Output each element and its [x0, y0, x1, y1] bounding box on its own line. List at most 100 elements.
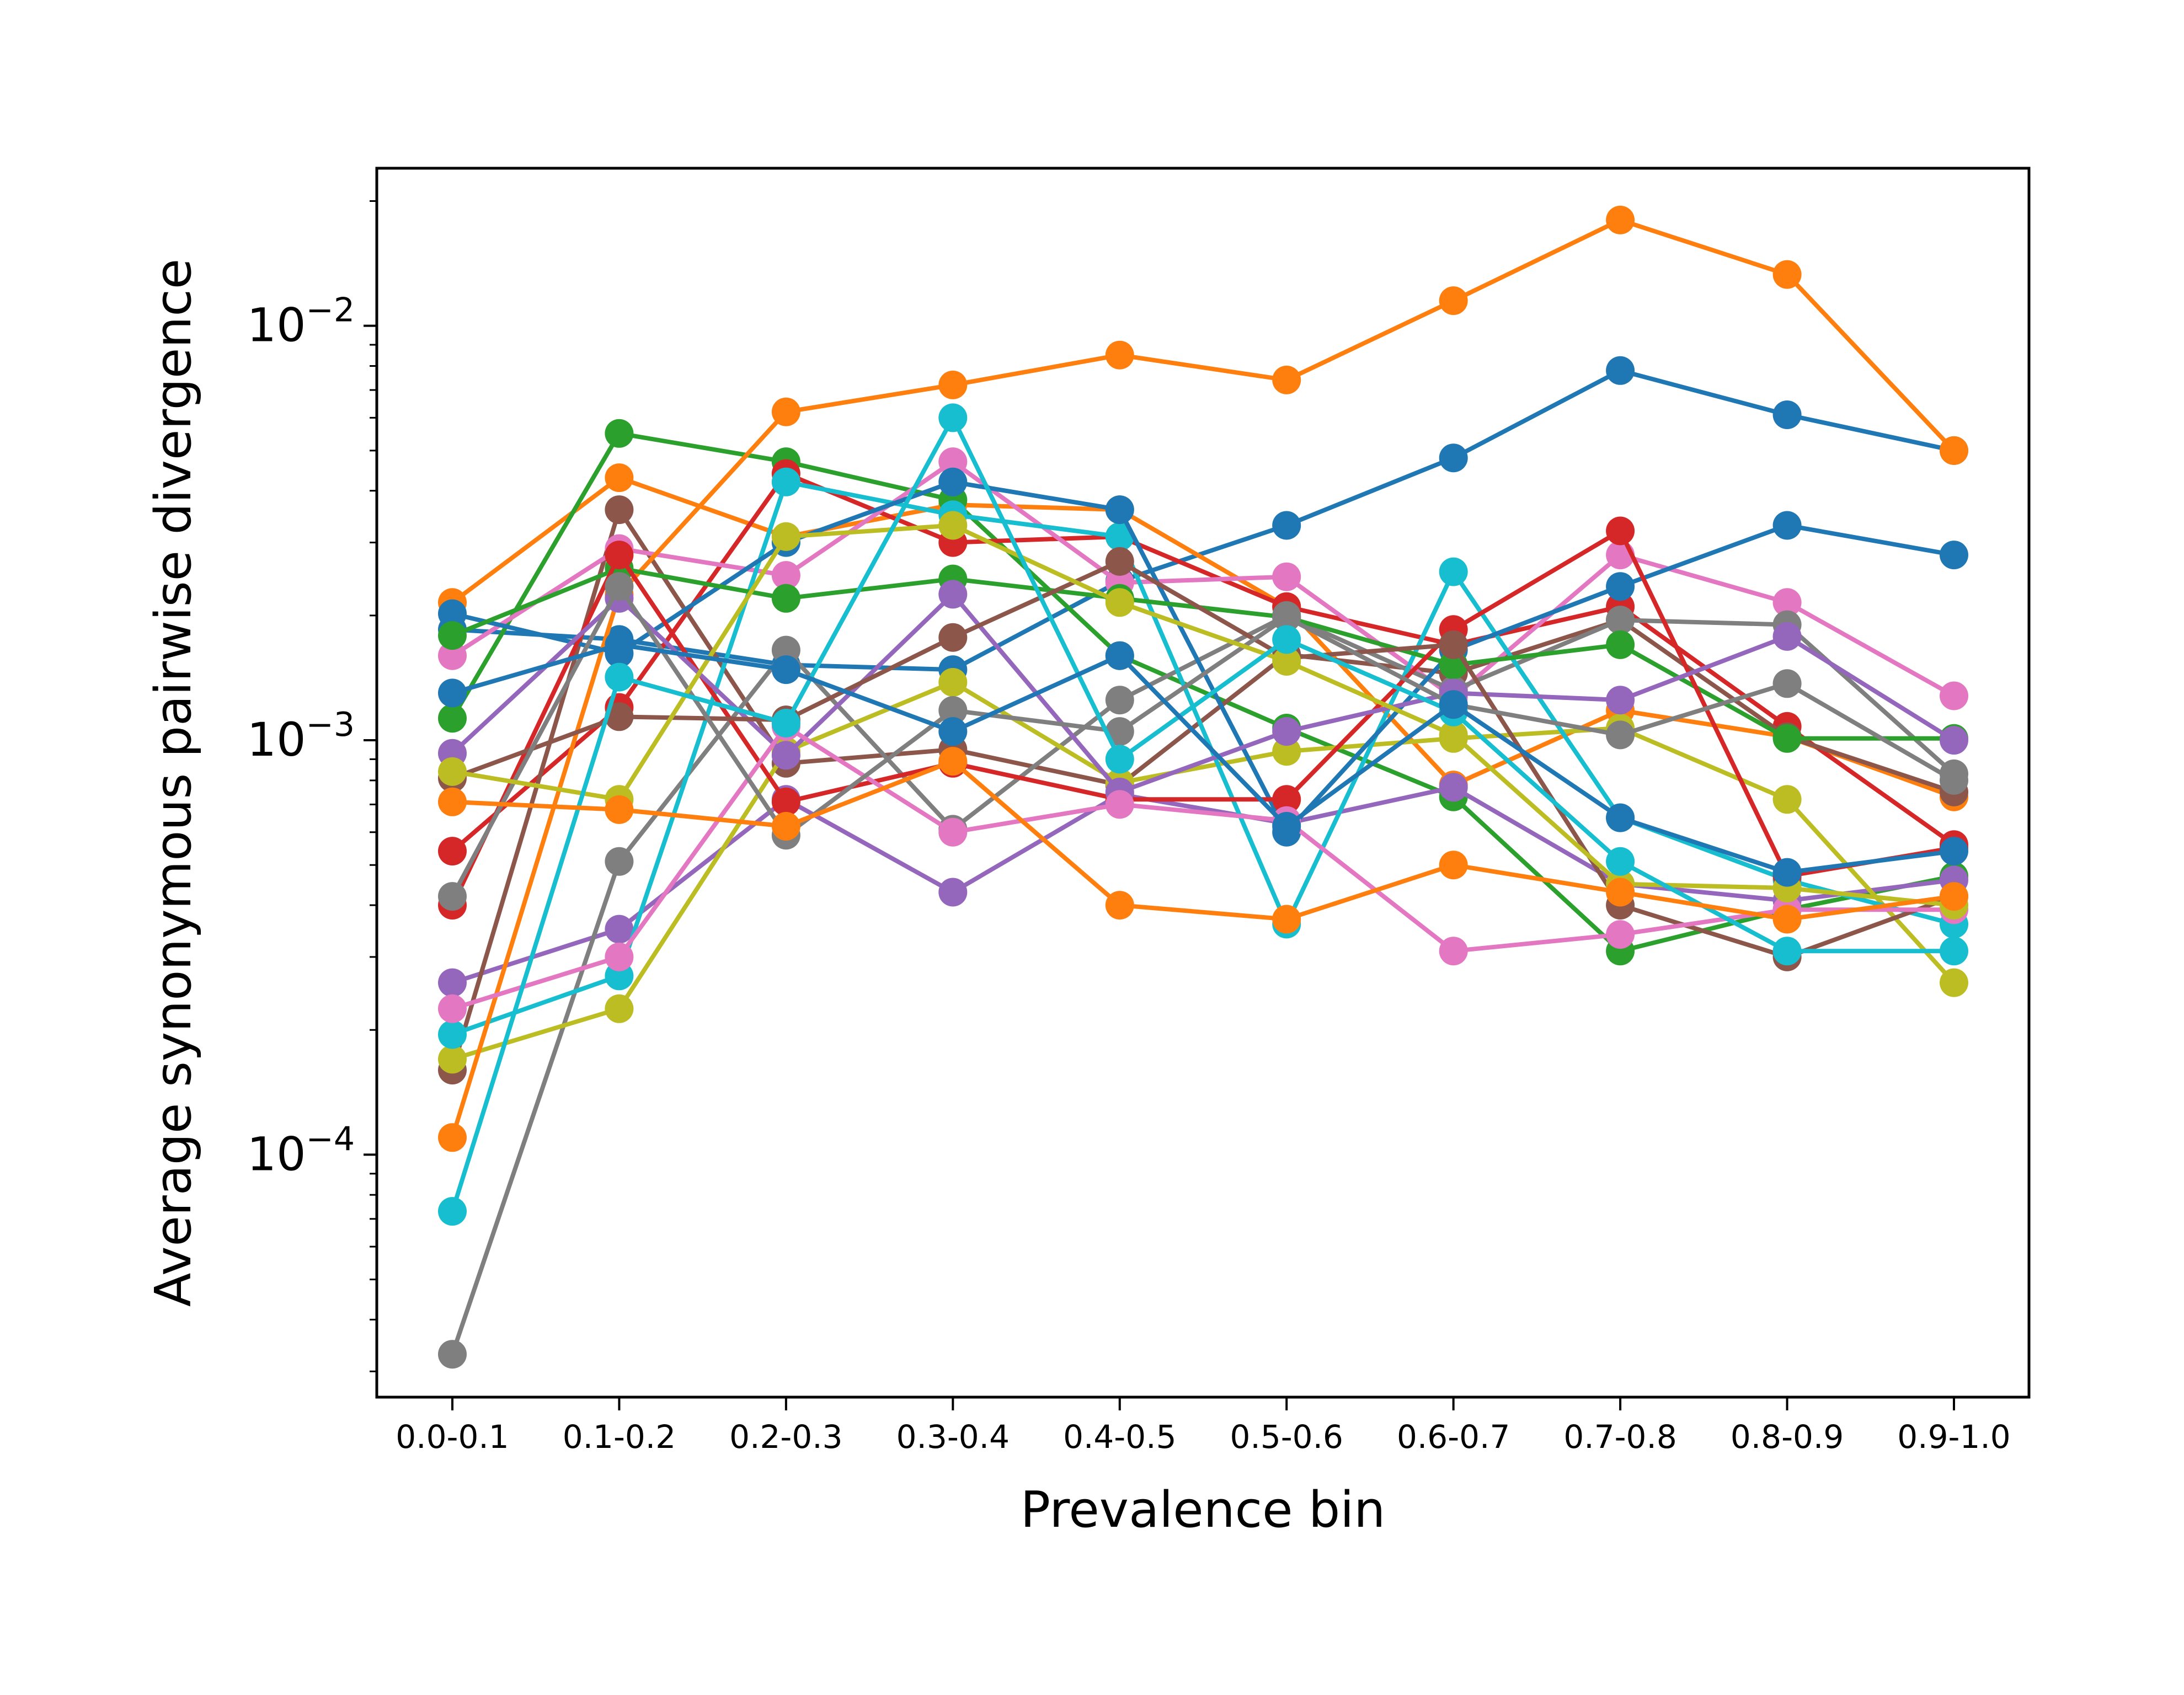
- data-point: [1940, 726, 1968, 755]
- data-point: [605, 463, 634, 493]
- y-tick-label: 10−4: [247, 1120, 355, 1181]
- data-point: [938, 580, 968, 609]
- data-point: [605, 994, 634, 1023]
- series-line: [451, 479, 1955, 1037]
- data-point: [1105, 891, 1134, 920]
- data-point: [1272, 717, 1301, 746]
- data-point: [1439, 690, 1468, 719]
- data-point: [1105, 522, 1134, 551]
- data-point: [438, 968, 467, 997]
- series-line: [451, 642, 1955, 875]
- data-point: [438, 599, 467, 628]
- x-tick-label: 0.7-0.8: [1563, 1418, 1676, 1456]
- series-line: [451, 459, 1955, 700]
- data-point: [605, 541, 634, 570]
- series-line: [451, 592, 1956, 794]
- y-tick-label: 10−3: [247, 705, 355, 767]
- data-point: [1606, 847, 1635, 876]
- data-point: [1606, 803, 1635, 832]
- data-point: [438, 994, 467, 1023]
- data-point: [1105, 495, 1134, 525]
- data-point: [1105, 790, 1134, 819]
- data-point: [1772, 905, 1802, 934]
- data-point: [605, 572, 634, 601]
- series-12: [438, 205, 1968, 1152]
- data-point: [938, 370, 968, 399]
- data-point: [771, 584, 800, 613]
- data-point: [1439, 720, 1468, 750]
- x-tick-label: 0.2-0.3: [729, 1418, 842, 1456]
- data-point: [605, 662, 634, 692]
- data-point: [1105, 686, 1134, 715]
- data-point: [438, 1045, 467, 1074]
- data-point: [1439, 773, 1468, 802]
- data-point: [1439, 937, 1468, 966]
- y-tick-exponent: −2: [306, 291, 355, 330]
- series-22: [438, 630, 1968, 887]
- data-point: [1772, 260, 1802, 289]
- data-point: [938, 623, 968, 652]
- series-line: [452, 523, 1955, 908]
- data-point: [938, 747, 968, 776]
- data-point: [1105, 641, 1134, 670]
- data-point: [1606, 720, 1635, 750]
- data-point: [938, 668, 968, 697]
- data-point: [438, 757, 467, 786]
- data-point: [1606, 205, 1635, 234]
- data-point: [1772, 785, 1802, 814]
- series-21: [438, 747, 1968, 934]
- data-point: [771, 812, 800, 841]
- data-point: [938, 717, 968, 746]
- series-line: [450, 613, 1956, 1355]
- data-point: [605, 915, 634, 944]
- data-point: [438, 621, 467, 650]
- x-tick-label: 0.3-0.4: [896, 1418, 1010, 1456]
- x-tick-label: 0.6-0.7: [1397, 1418, 1510, 1456]
- data-point: [605, 419, 634, 448]
- data-point: [1606, 878, 1635, 907]
- data-point: [1439, 557, 1468, 586]
- series-line: [451, 785, 1955, 985]
- series-line: [450, 507, 1955, 1071]
- series-line: [452, 479, 1955, 835]
- data-point: [1105, 717, 1134, 746]
- data-point: [1272, 647, 1301, 676]
- y-axis-label: Average synonymous pairwise divergence: [145, 259, 202, 1307]
- data-point: [438, 704, 467, 733]
- series-line: [452, 368, 1955, 672]
- y-tick-base: 10: [247, 713, 306, 767]
- x-tick-label: 0.9-1.0: [1897, 1418, 2010, 1456]
- data-point: [1772, 669, 1802, 698]
- data-point: [938, 878, 968, 907]
- data-point: [1105, 547, 1134, 576]
- data-point: [938, 817, 968, 847]
- data-point: [771, 522, 800, 551]
- y-tick-base: 10: [247, 1127, 306, 1181]
- data-point: [938, 403, 968, 432]
- series-line: [450, 584, 1956, 897]
- series-line: [451, 680, 1956, 1062]
- data-point: [605, 847, 634, 876]
- data-point: [771, 709, 800, 737]
- data-point: [1940, 968, 1968, 997]
- data-point: [938, 511, 968, 540]
- data-point: [1940, 681, 1968, 710]
- data-point: [1772, 511, 1802, 540]
- data-point: [1606, 630, 1635, 659]
- data-point: [1606, 686, 1635, 715]
- y-axis-ticks: 10−410−310−2: [247, 200, 377, 1372]
- data-point: [438, 1123, 467, 1152]
- data-point: [438, 641, 467, 670]
- x-axis-ticks: 0.0-0.1 0.1-0.2 0.2-0.3 0.3-0.4 0.4-0.5 0.5-0…: [396, 1397, 2011, 1456]
- data-point: [1940, 882, 1968, 911]
- data-point: [938, 447, 968, 477]
- data-point: [1272, 812, 1301, 841]
- data-point: [605, 630, 634, 659]
- data-point: [1772, 400, 1802, 429]
- data-point: [1105, 340, 1134, 370]
- data-point: [771, 397, 800, 426]
- data-point: [938, 467, 968, 496]
- data-point: [438, 1197, 467, 1226]
